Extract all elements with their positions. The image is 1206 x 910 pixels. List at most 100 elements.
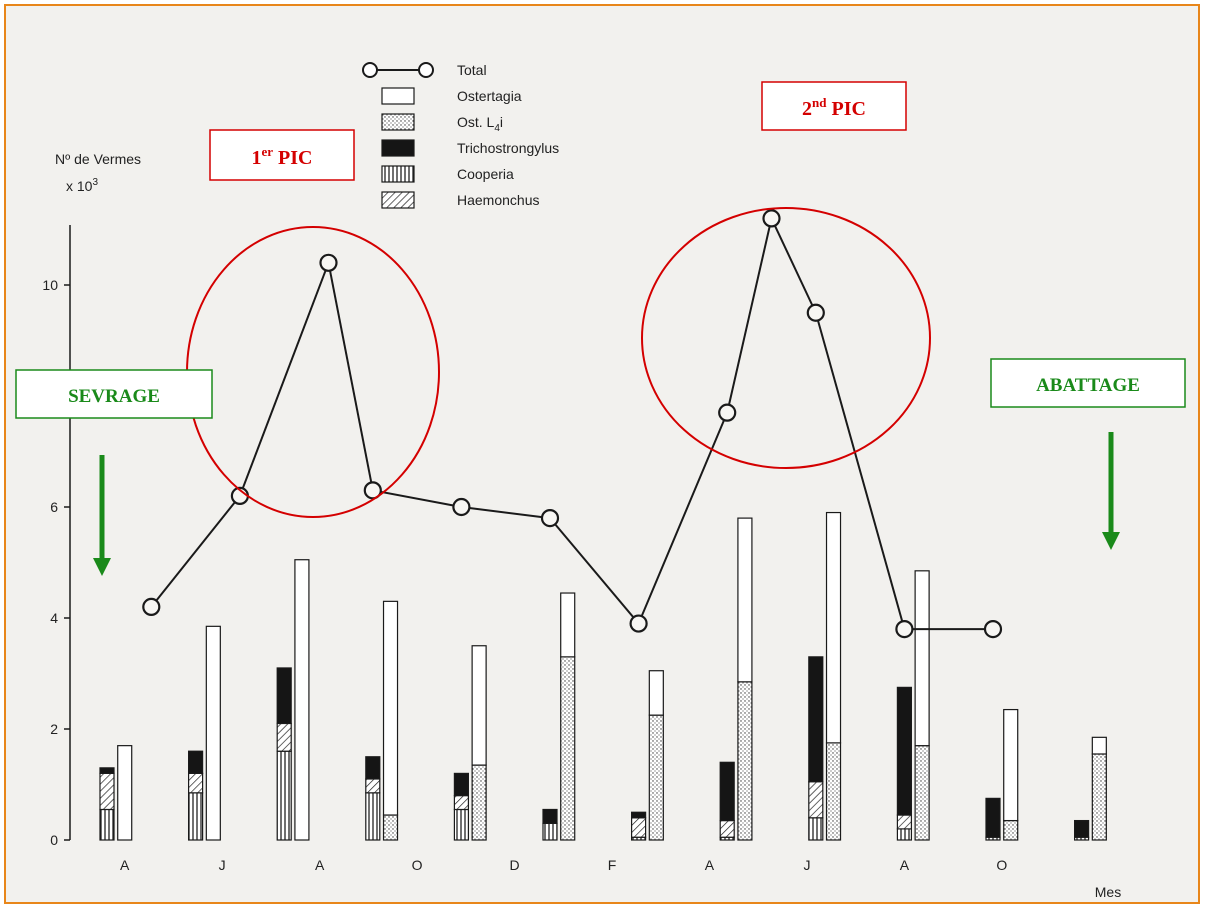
y-tick-label: 2 [50,721,58,737]
stacked-bar [99,767,115,841]
bar-segment-ostertagia [382,600,399,816]
pic2-number: 2 [802,98,812,120]
svg-text:1er PIC: 1er PIC [252,144,313,169]
bar-segment-tricho [896,686,913,816]
total-point [806,303,825,322]
bar-segment-haemonchus [99,772,115,811]
total-line-segment [150,495,241,608]
pic1-circle [186,226,440,518]
total-line-segment [770,217,817,314]
legend-label: Haemonchus [457,192,540,208]
bar-segment-haemonchus [453,794,469,811]
abattage-label: ABATTAGE [990,358,1186,408]
y-tick-label: 4 [50,610,58,626]
legend-label-text: Trichostrongylus [457,140,559,156]
pic1-label: 1er PIC [209,129,355,181]
bar-segment-l4i [1091,753,1107,841]
bar-segment-l4i [560,656,576,841]
x-tick-label: A [315,857,325,873]
pic2-suffix: nd [812,95,827,110]
y-axis-title: Nº de Vermes [55,151,141,167]
bar-segment-l4i [648,714,664,841]
bar-segment-tricho [453,772,469,797]
bar-segment-tricho [630,811,647,819]
abattage-arrow [1102,432,1120,550]
bar-segment-ostertagia [117,745,133,841]
legend-total-marker [418,62,434,78]
bar-segment-l4i [825,742,842,841]
bar-segment-cooperia [99,808,115,841]
total-point [319,253,338,272]
stacked-bar [737,517,753,841]
stacked-bar [205,625,221,841]
total-point [142,597,161,617]
stacked-bar [560,592,576,841]
bar-segment-ostertagia [1091,736,1107,755]
legend-swatch [381,139,415,157]
y-axis-scale-exp: 3 [92,177,98,188]
total-line-segment [637,412,729,624]
stacked-bar [808,656,824,841]
total-point [629,614,648,633]
legend-label-text: Total [457,62,487,78]
legend-swatch [381,165,415,183]
sevrage-label: SEVRAGE [15,369,213,419]
total-line-segment [372,489,462,508]
bar-segment-ostertagia [205,625,221,841]
bar-segment-tricho [1073,819,1090,838]
total-point [363,481,382,500]
stacked-bar [1003,708,1019,841]
stacked-bar [276,667,292,841]
legend-label: Trichostrongylus [457,140,559,156]
total-point [540,508,560,528]
y-tick-label: 6 [50,499,58,515]
legend-item-tricho: Trichostrongylus [381,139,559,157]
bar-segment-ostertagia [914,570,930,747]
pic1-number: 1 [252,147,262,169]
bar-segment-l4i [471,764,487,841]
y-tick-label: 10 [42,277,58,293]
bar-segment-cooperia [188,792,204,841]
total-line-segment [238,262,330,497]
y-tick-label: 0 [50,832,58,848]
bar-segment-haemonchus [276,722,292,752]
legend-label-suffix: i [500,114,503,130]
bar-segment-tricho [276,667,292,725]
bar-segment-haemonchus [188,772,204,794]
y-axis-scale-base: x 10 [66,178,93,194]
legend-item-cooperia: Cooperia [381,165,514,183]
x-axis-title: Mes [1095,884,1121,900]
bar-segment-cooperia [896,828,913,841]
legend-item-total: Total [362,62,487,78]
stacked-bar [117,745,133,841]
legend-swatch [381,113,415,131]
bar-segment-cooperia [276,750,292,841]
total-point [762,209,781,228]
stacked-bar [914,570,930,841]
stacked-bar [1091,736,1107,841]
stacked-bar [471,645,487,841]
bar-segment-haemonchus [365,778,381,794]
bar-segment-ostertagia [1003,708,1019,822]
bar-segment-ostertagia [737,517,753,683]
total-point [983,619,1003,639]
bar-segment-haemonchus [630,817,647,838]
total-line-segment [327,262,374,491]
legend-label-text: Ostertagia [457,88,522,104]
legend-label-subscript: 4 [494,123,500,134]
total-line-segment [814,312,906,630]
bar-segment-tricho [99,767,115,774]
sevrage-text: SEVRAGE [68,386,160,407]
stacked-bar [1073,819,1090,841]
x-tick-label: A [900,857,910,873]
x-tick-label: D [509,857,519,873]
x-tick-label: J [803,857,810,873]
total-line-segment [461,506,551,520]
x-tick-label: O [412,857,423,873]
bar-segment-cooperia [808,817,824,841]
bar-segment-l4i [382,814,399,841]
svg-text:2nd PIC: 2nd PIC [802,95,866,120]
legend-item-ostertagia: Ostertagia [381,87,522,105]
pic2-text: PIC [827,98,866,120]
